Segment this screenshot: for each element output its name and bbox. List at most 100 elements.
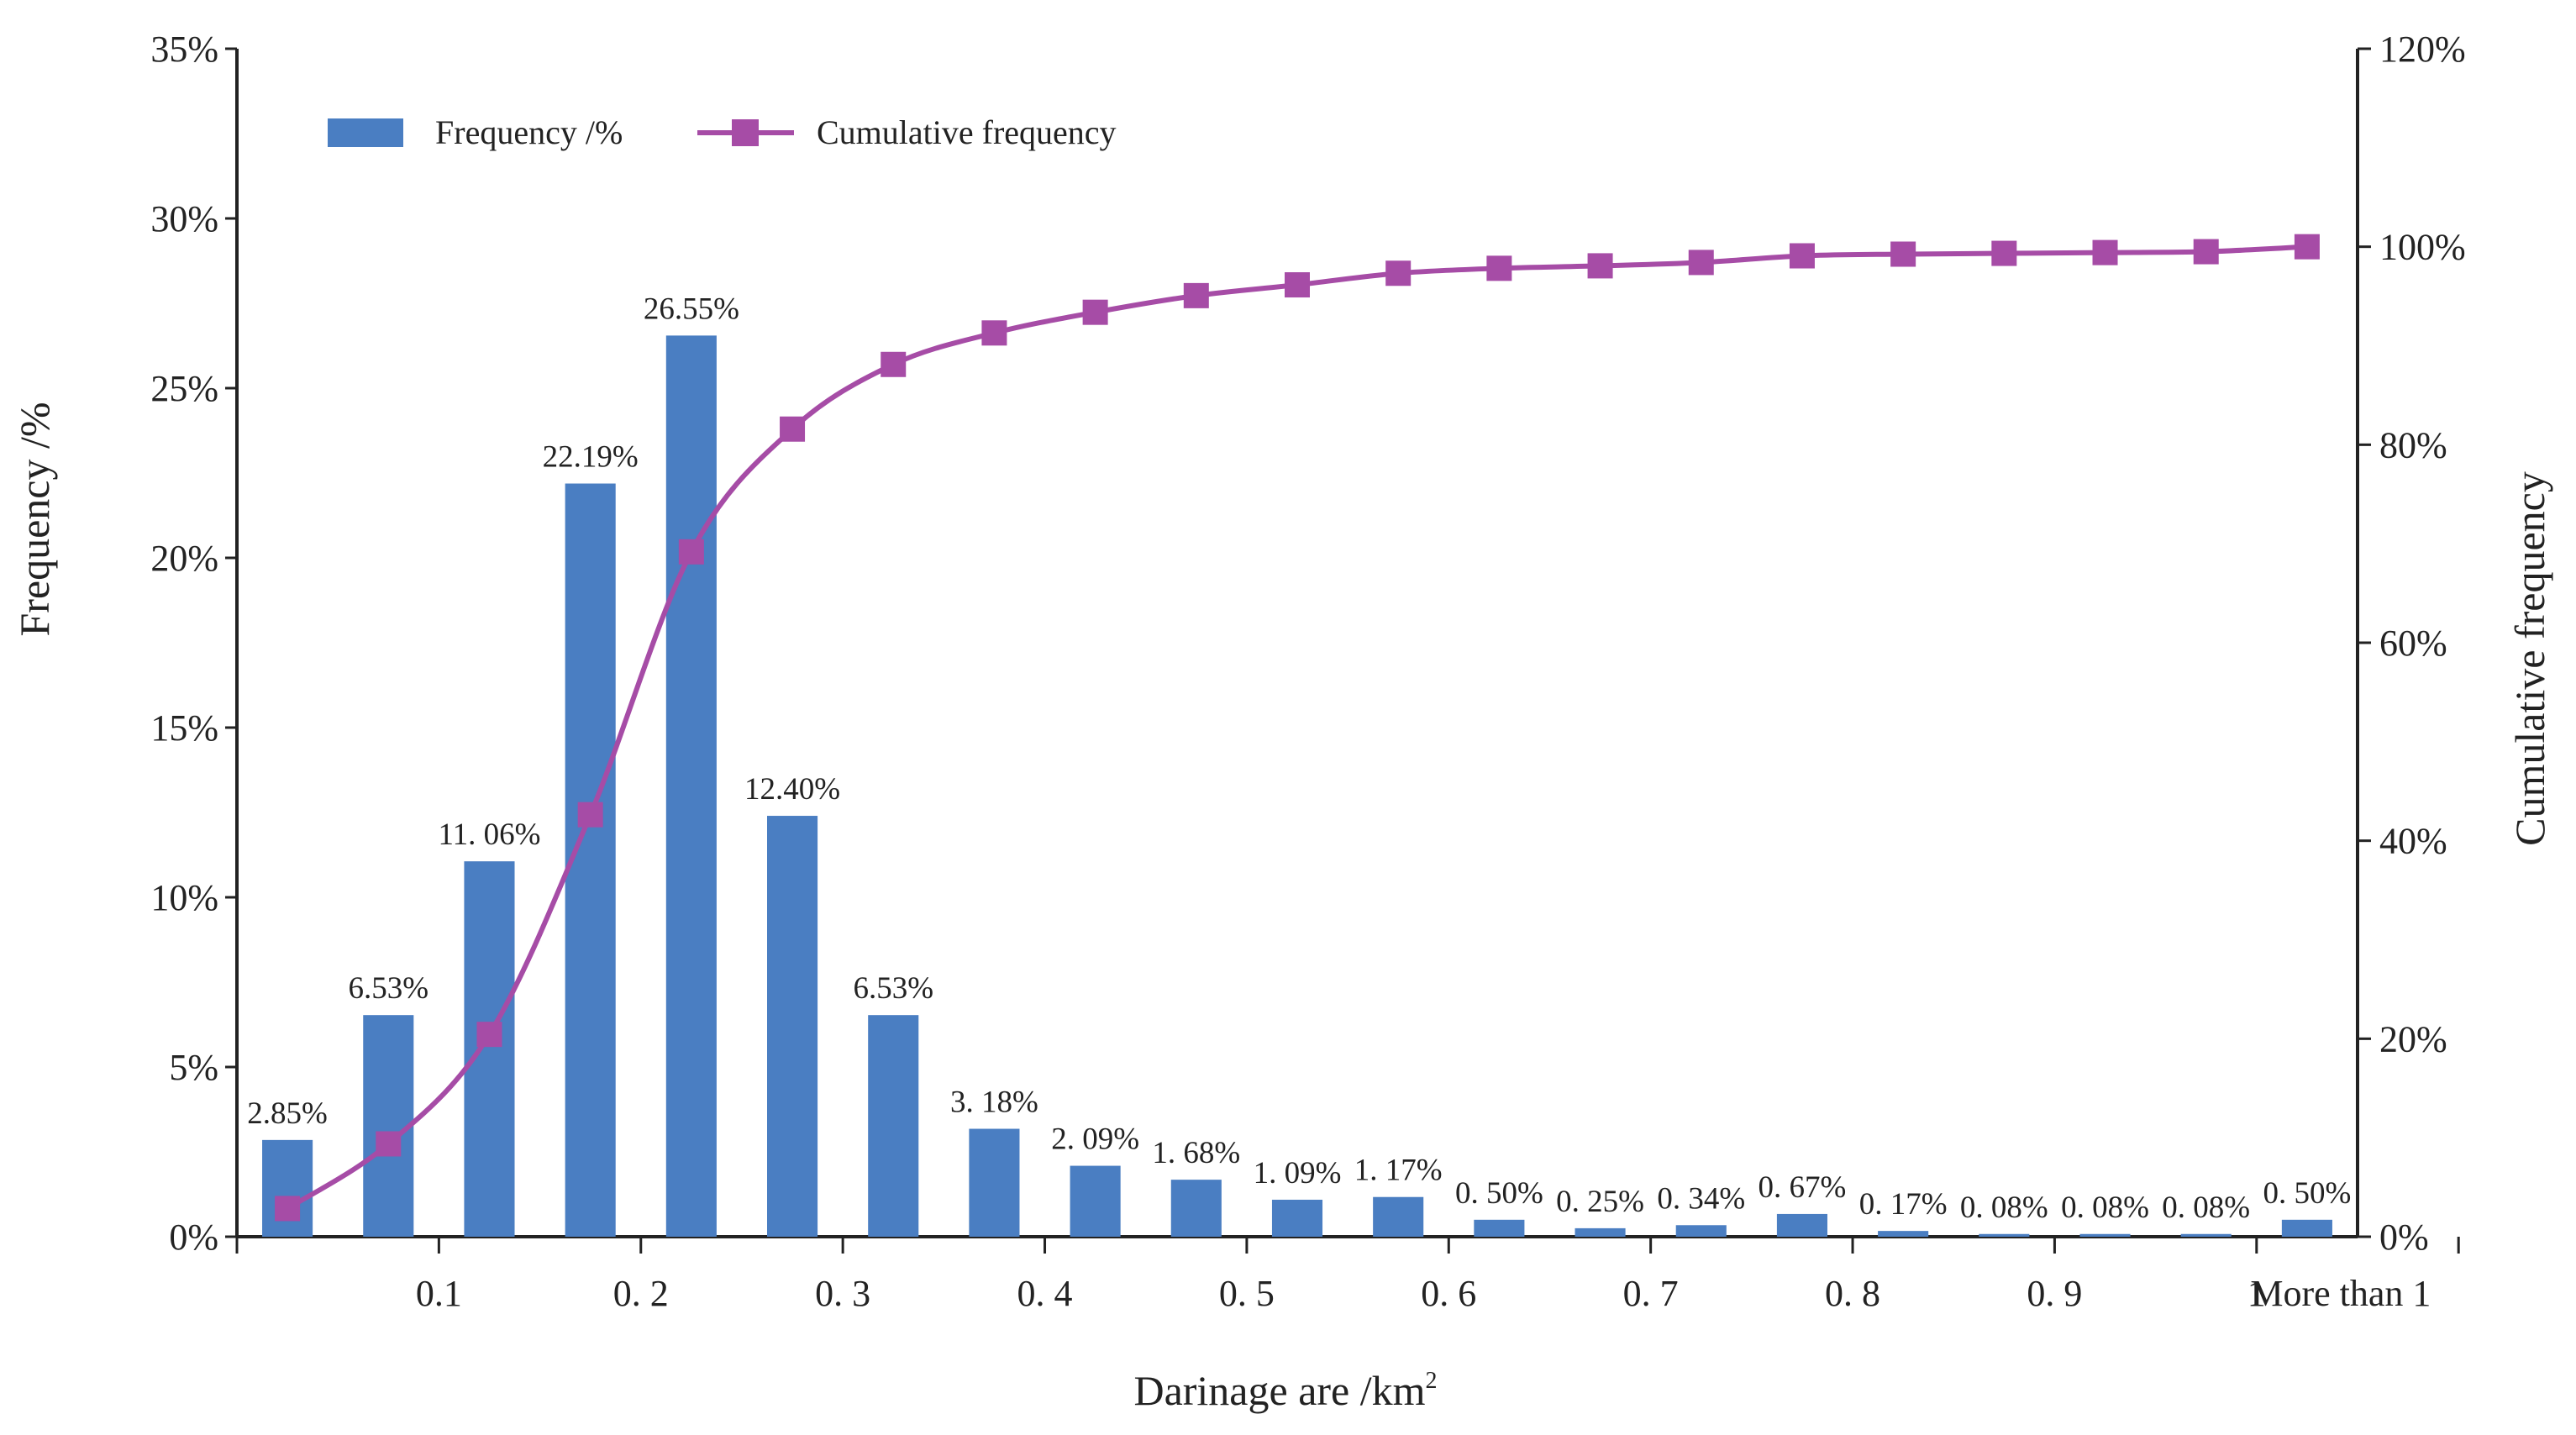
bar-data-label: 11. 06% [438, 817, 540, 852]
bar [2281, 1219, 2332, 1237]
line-marker [1285, 272, 1310, 298]
right-y-tick-label: 100% [2379, 227, 2466, 268]
x-tick-label: More than 1 [2250, 1273, 2431, 1314]
right-y-tick-label: 60% [2379, 623, 2447, 664]
right-y-tick-label: 40% [2379, 821, 2447, 862]
line-marker [1688, 250, 1714, 276]
legend-line-marker [732, 119, 759, 146]
bar [1675, 1225, 1727, 1237]
line-marker [2092, 239, 2118, 265]
bar [2180, 1233, 2232, 1237]
bar-data-label: 2. 09% [1051, 1122, 1139, 1157]
bar [1271, 1199, 1323, 1237]
x-tick-label: 0. 5 [1219, 1273, 1275, 1314]
x-tick-label: 0. 2 [613, 1273, 669, 1314]
bar-data-label: 0. 08% [1960, 1191, 2048, 1225]
line-marker [476, 1022, 502, 1048]
line-marker [1385, 260, 1412, 286]
x-tick-label: 0. 4 [1017, 1273, 1073, 1314]
bar-data-label: 0. 50% [2263, 1176, 2351, 1211]
x-tick-label: 0. 8 [1825, 1273, 1880, 1314]
bar [969, 1128, 1020, 1237]
left-y-tick-label: 20% [150, 538, 218, 579]
legend-bar-label: Frequency /% [435, 113, 623, 151]
line-marker [577, 802, 603, 828]
x-tick-label: 0. 7 [1623, 1273, 1679, 1314]
x-tick-label: 1 [2247, 1273, 2266, 1314]
bar [767, 816, 818, 1237]
chart-axes: 0% 5% 10% 15% 20% 25% 30% 35% 0% 20% 40% 60% 80% 100%… [150, 29, 2465, 1314]
legend-line-label: Cumulative frequency [817, 113, 1117, 151]
bar-data-label: 1. 68% [1152, 1136, 1240, 1170]
left-y-axis-title: Frequency /% [11, 402, 58, 636]
bar-data-label: 0. 17% [1859, 1187, 1948, 1222]
line-marker [678, 539, 704, 565]
left-y-tick-label: 10% [150, 877, 218, 918]
cumulative-line-series [275, 234, 2320, 1222]
bar-data-label: 0. 08% [2162, 1191, 2250, 1225]
left-y-tick-label: 0% [169, 1217, 218, 1258]
bar [363, 1015, 414, 1237]
x-tick-label: 0. 6 [1421, 1273, 1476, 1314]
bar-data-label: 1. 09% [1254, 1156, 1342, 1191]
bar [868, 1015, 919, 1237]
bar-data-label: 22.19% [543, 440, 639, 475]
left-y-tick-label: 30% [150, 198, 218, 239]
x-tick-label: 0.1 [416, 1273, 462, 1314]
bar [1979, 1233, 2030, 1237]
bar [1170, 1180, 1222, 1237]
bar-data-label: 0. 25% [1556, 1185, 1644, 1219]
line-marker [376, 1131, 402, 1157]
line-marker [981, 320, 1007, 346]
bar-data-label: 0. 67% [1759, 1170, 1847, 1205]
line-marker [2294, 234, 2320, 260]
right-y-tick-label: 120% [2379, 29, 2466, 70]
bar-data-label: 0. 08% [2061, 1191, 2149, 1225]
bar-data-label: 26.55% [644, 292, 739, 326]
right-y-axis-title: Cumulative frequency [2506, 471, 2553, 846]
line-marker [1587, 253, 1613, 279]
bar [1776, 1213, 1827, 1237]
legend-bar-swatch [328, 118, 403, 147]
line-marker [780, 416, 806, 442]
bar-data-label: 2.85% [247, 1096, 328, 1131]
bar-data-label: 0. 50% [1455, 1176, 1543, 1211]
data-labels: 2.85% 6.53% 11. 06% 22.19% 26.55% 12.40% 6.53%… [247, 292, 2351, 1224]
right-y-tick-label: 0% [2379, 1217, 2429, 1258]
bar [1474, 1219, 1525, 1237]
x-axis-title-superscript: 2 [1426, 1368, 1438, 1394]
x-tick-label: 0. 3 [815, 1273, 870, 1314]
bar-data-label: 12.40% [744, 772, 840, 807]
bar [1070, 1165, 1121, 1237]
line-marker [1486, 255, 1512, 281]
line-marker [1082, 299, 1108, 325]
line-marker [275, 1196, 301, 1222]
left-y-tick-label: 35% [150, 29, 218, 70]
bar [2079, 1233, 2131, 1237]
left-y-tick-label: 25% [150, 368, 218, 409]
line-marker [881, 351, 907, 377]
x-axis-title: Darinage are /km2 [1133, 1367, 1437, 1414]
line-marker [2193, 239, 2219, 265]
bar-data-label: 3. 18% [950, 1085, 1038, 1120]
bar [464, 861, 515, 1237]
bar-data-label: 1. 17% [1354, 1154, 1443, 1188]
line-marker [1789, 243, 1815, 269]
x-tick-label: 0. 9 [2027, 1273, 2082, 1314]
line-marker [1890, 241, 1916, 267]
bar-series [262, 335, 2332, 1237]
left-y-tick-label: 15% [150, 707, 218, 749]
right-y-tick-label: 20% [2379, 1018, 2447, 1059]
line-marker [1991, 240, 2017, 266]
right-y-tick-label: 80% [2379, 424, 2447, 465]
bar [1878, 1231, 1929, 1237]
bar [1373, 1196, 1424, 1237]
bar-data-label: 6.53% [853, 971, 933, 1006]
bar-data-label: 0. 34% [1657, 1181, 1745, 1216]
bar [1575, 1227, 1626, 1237]
line-marker [1183, 282, 1209, 308]
bar-data-label: 6.53% [348, 971, 428, 1006]
bar [665, 335, 717, 1237]
legend: Frequency /% Cumulative frequency [328, 113, 1117, 151]
